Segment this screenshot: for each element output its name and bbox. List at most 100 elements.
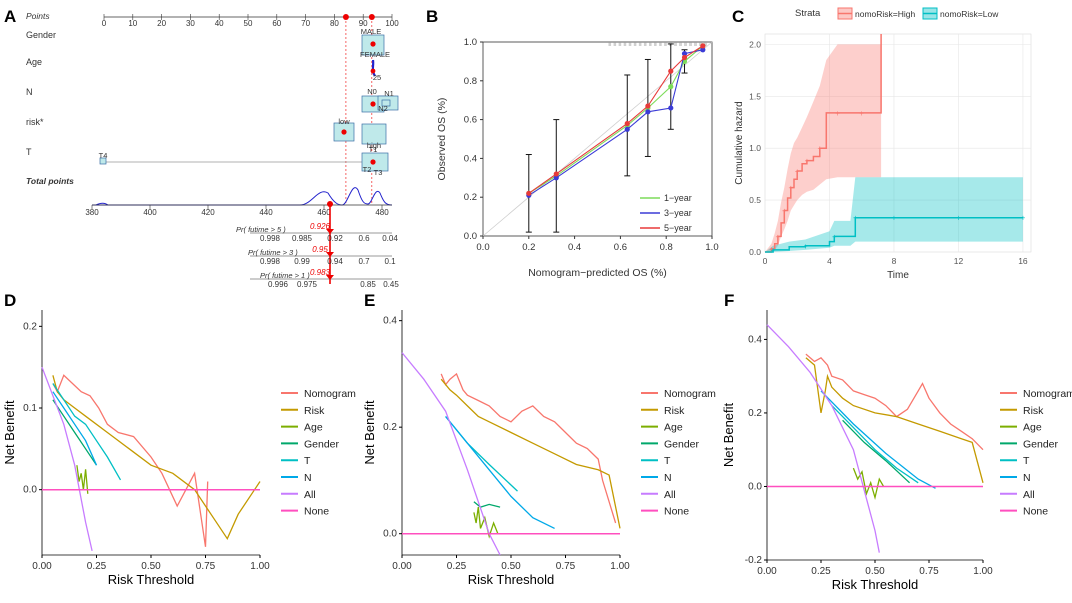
hazard-censor-mark: + [835, 109, 840, 118]
t-level-t2: T2 [363, 165, 372, 174]
dca-line-age [852, 467, 885, 501]
dca-x-tick-label: 0.75 [919, 566, 939, 577]
calibration-point [526, 190, 532, 196]
probability-tick-label: 0.04 [382, 234, 398, 243]
hazard-panel: 0 4 8 12 160.00.51.01.52.0++++++++ ++ +++ + + +Ti… [734, 7, 1032, 281]
probability-tick-label: 0.85 [360, 280, 376, 289]
hazard-censor-mark: + [817, 144, 822, 153]
hazard-censor-mark: + [803, 242, 808, 251]
t-level-t3: T3 [374, 168, 383, 177]
dca-legend-label: All [1023, 489, 1035, 501]
calibration-legend-label: 3−year [664, 208, 692, 218]
dca-y-tick-label: 0.4 [383, 316, 397, 327]
dca-legend-label: Age [664, 422, 683, 434]
nomogram-points-label: Points [26, 11, 50, 21]
hazard-x-label: Time [887, 270, 909, 281]
calibration-point [624, 126, 630, 132]
n-level-n2: N2 [378, 104, 388, 113]
dca-y-label: Net Benefit [721, 402, 736, 467]
age-level-25: 25 [373, 73, 381, 82]
calibration-point [668, 68, 674, 74]
calibration-y-tick-label: 0.8 [464, 76, 477, 87]
calibration-point [553, 171, 559, 177]
t-box-t4 [99, 157, 107, 165]
dca-line-risk [440, 378, 621, 529]
dca-legend-label: Risk [1023, 405, 1044, 417]
hazard-y-tick-label: 0.0 [749, 247, 761, 257]
t-marker [370, 159, 376, 165]
probability-tick-label: 0.1 [384, 257, 396, 266]
dca-line-n [820, 390, 936, 489]
dca-legend-label: Gender [1023, 438, 1059, 450]
probability-label: Pr( futime > 5 ) [236, 225, 286, 234]
probability-tick-label: 0.7 [358, 257, 370, 266]
dca-x-label: Risk Threshold [832, 577, 918, 592]
dca-y-tick-label: 0.0 [748, 481, 762, 492]
dca-x-tick-label: 0.00 [32, 561, 52, 572]
probability-value: 0.926 [310, 222, 331, 231]
hazard-x-tick-label: 8 [892, 256, 897, 266]
points-axis-tick-label: 10 [128, 19, 137, 28]
dca-legend-label: Gender [304, 438, 340, 450]
nomogram-row-label-gender: Gender [26, 30, 56, 40]
dca-legend-label: Nomogram [304, 388, 356, 400]
hazard-censor-mark: + [795, 167, 800, 176]
points-axis-tick-label: 60 [272, 19, 281, 28]
dca-y-tick-label: -0.2 [745, 555, 763, 566]
calibration-diagonal [482, 41, 713, 237]
probability-arrow [326, 252, 334, 257]
calibration-point [624, 120, 630, 127]
hazard-legend-label: nomoRisk=High [855, 9, 916, 19]
dca-x-tick-label: 0.50 [141, 561, 161, 572]
points-axis-tick-label: 100 [385, 19, 399, 28]
n-level-n0: N0 [367, 87, 377, 96]
calibration-x-tick-label: 0.2 [522, 242, 535, 253]
points-axis-tick-label: 40 [215, 19, 224, 28]
dca-y-tick-label: 0.0 [23, 485, 37, 496]
calibration-point [700, 47, 706, 53]
calibration-point [553, 175, 559, 181]
risk-level-low: low [338, 117, 350, 126]
hazard-censor-mark: + [956, 214, 961, 223]
dca-x-tick-label: 0.25 [811, 566, 831, 577]
dca-legend-label: N [664, 472, 672, 484]
points-axis-tick-label: 20 [157, 19, 166, 28]
total-points-label: Total points [26, 176, 74, 186]
dca-legend-label: Age [304, 422, 323, 434]
probability-tick-label: 0.998 [260, 257, 281, 266]
panel-label-b: B [426, 7, 438, 26]
dca-x-tick-label: 1.00 [610, 561, 630, 572]
hazard-y-label: Cumulative hazard [734, 101, 745, 184]
nomogram-panel: Points 0 10 20 30 40 50 60 70 80 90 100 Gender Age Nri… [26, 11, 399, 289]
hazard-y-tick-label: 1.0 [749, 143, 761, 153]
hazard-censor-mark: + [1021, 214, 1026, 223]
dca-x-tick-label: 0.00 [392, 561, 412, 572]
dca-panel-e: 0.00 0.25 0.50 0.75 1.00 0.0 0.2 0.4 Risk Thresh… [362, 310, 716, 587]
dca-x-tick-label: 1.00 [250, 561, 270, 572]
age-marker [370, 68, 376, 74]
calibration-x-label: Nomogram−predicted OS (%) [528, 267, 667, 279]
dca-y-tick-label: 0.2 [748, 408, 762, 419]
dca-legend-label: Age [1023, 422, 1042, 434]
hazard-censor-mark: + [892, 214, 897, 223]
n-marker [370, 101, 376, 107]
hazard-legend-title: Strata [795, 8, 821, 19]
dca-line-gender [52, 399, 98, 466]
dca-legend-label: None [304, 506, 329, 518]
dca-y-tick-label: 0.0 [383, 529, 397, 540]
calibration-x-tick-label: 1.0 [705, 242, 718, 253]
dca-legend-label: T [664, 455, 671, 467]
dca-legend-label: Nomogram [664, 388, 716, 400]
hazard-censor-mark: + [769, 245, 774, 254]
probability-tick-label: 0.985 [292, 234, 313, 243]
n-box-n2 [381, 99, 391, 107]
hazard-ci-band [765, 177, 1023, 252]
calibration-frame [482, 41, 713, 237]
panel-label-c: C [732, 7, 744, 26]
calibration-legend-label: 1−year [664, 193, 692, 203]
dca-line-all [41, 366, 93, 552]
calibration-point [645, 103, 651, 109]
dca-legend-label: Risk [304, 405, 325, 417]
calibration-y-label: Observed OS (%) [436, 98, 448, 181]
calibration-y-tick-label: 0.6 [464, 115, 477, 126]
